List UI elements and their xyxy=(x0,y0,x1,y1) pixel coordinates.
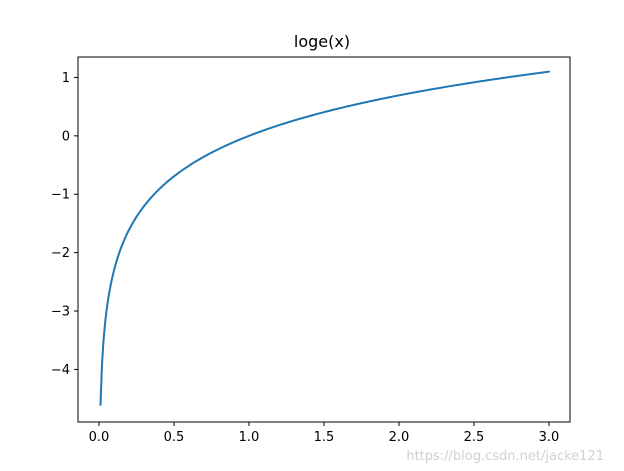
x-axis: 0.0 0.5 1.0 1.5 2.0 2.5 3.0 xyxy=(89,422,560,445)
y-axis: 1 0 −1 −2 −3 −4 xyxy=(51,71,78,378)
x-tick-label: 2.0 xyxy=(389,430,410,445)
y-tick-label: 0 xyxy=(62,129,70,144)
y-tick-label: −3 xyxy=(51,305,70,320)
x-tick-label: 1.0 xyxy=(239,430,260,445)
y-tick-label: 1 xyxy=(62,71,70,86)
x-tick-label: 2.5 xyxy=(464,430,485,445)
chart-title: loge(x) xyxy=(294,32,350,51)
y-tick-label: −1 xyxy=(51,188,70,203)
plot-area-frame xyxy=(77,56,571,423)
watermark: https://blog.csdn.net/jacke121 xyxy=(406,449,604,464)
series-line-0 xyxy=(99,70,550,406)
x-tick-label: 1.5 xyxy=(314,430,335,445)
y-tick-label: −2 xyxy=(51,246,70,261)
y-tick-label: −4 xyxy=(51,363,70,378)
series-layer xyxy=(99,70,550,406)
x-tick-label: 3.0 xyxy=(539,430,560,445)
x-tick-label: 0.0 xyxy=(89,430,110,445)
x-tick-label: 0.5 xyxy=(164,430,185,445)
